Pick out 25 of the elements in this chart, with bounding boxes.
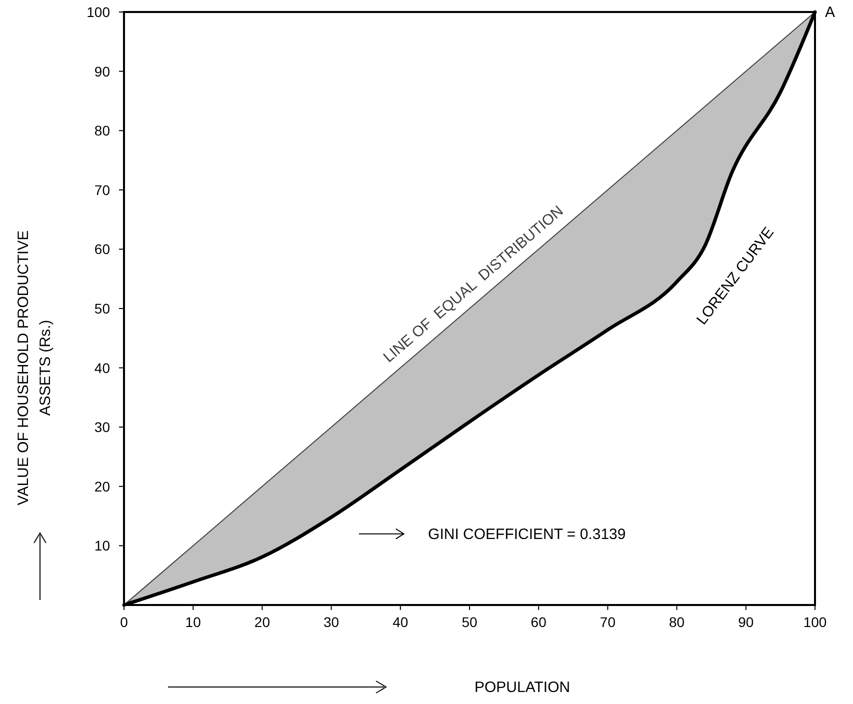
y-tick-label: 40 (94, 360, 110, 376)
x-tick-label: 90 (738, 614, 754, 630)
x-tick-label: 0 (120, 614, 128, 630)
y-axis-title: VALUE OF HOUSEHOLD PRODUCTIVE ASSETS (Rs.) (15, 230, 54, 506)
x-tick-label: 100 (803, 614, 827, 630)
y-tick-label: 80 (94, 122, 110, 139)
x-tick-label: 50 (462, 614, 478, 630)
y-tick-label: 90 (94, 63, 110, 80)
y-tick-label: 50 (94, 300, 110, 316)
annotation: GINI COEFFICIENT = 0.3139 (428, 526, 626, 543)
y-tick-label: 10 (94, 538, 110, 554)
annotation: A (825, 4, 836, 21)
y-tick-label: 100 (86, 4, 110, 20)
x-tick-label: 70 (600, 614, 616, 630)
x-tick-label: 30 (324, 614, 340, 630)
y-tick-label: 30 (94, 419, 110, 436)
x-tick-label: 10 (185, 614, 202, 630)
x-tick-label: 80 (669, 614, 685, 630)
y-tick-label: 20 (94, 478, 110, 494)
y-tick-label: 60 (94, 241, 110, 258)
y-tick-label: 70 (94, 182, 110, 198)
x-tick-label: 60 (530, 614, 547, 630)
x-axis-title: POPULATION (474, 679, 570, 696)
x-tick-label: 40 (392, 614, 408, 630)
x-tick-label: 20 (254, 614, 270, 630)
